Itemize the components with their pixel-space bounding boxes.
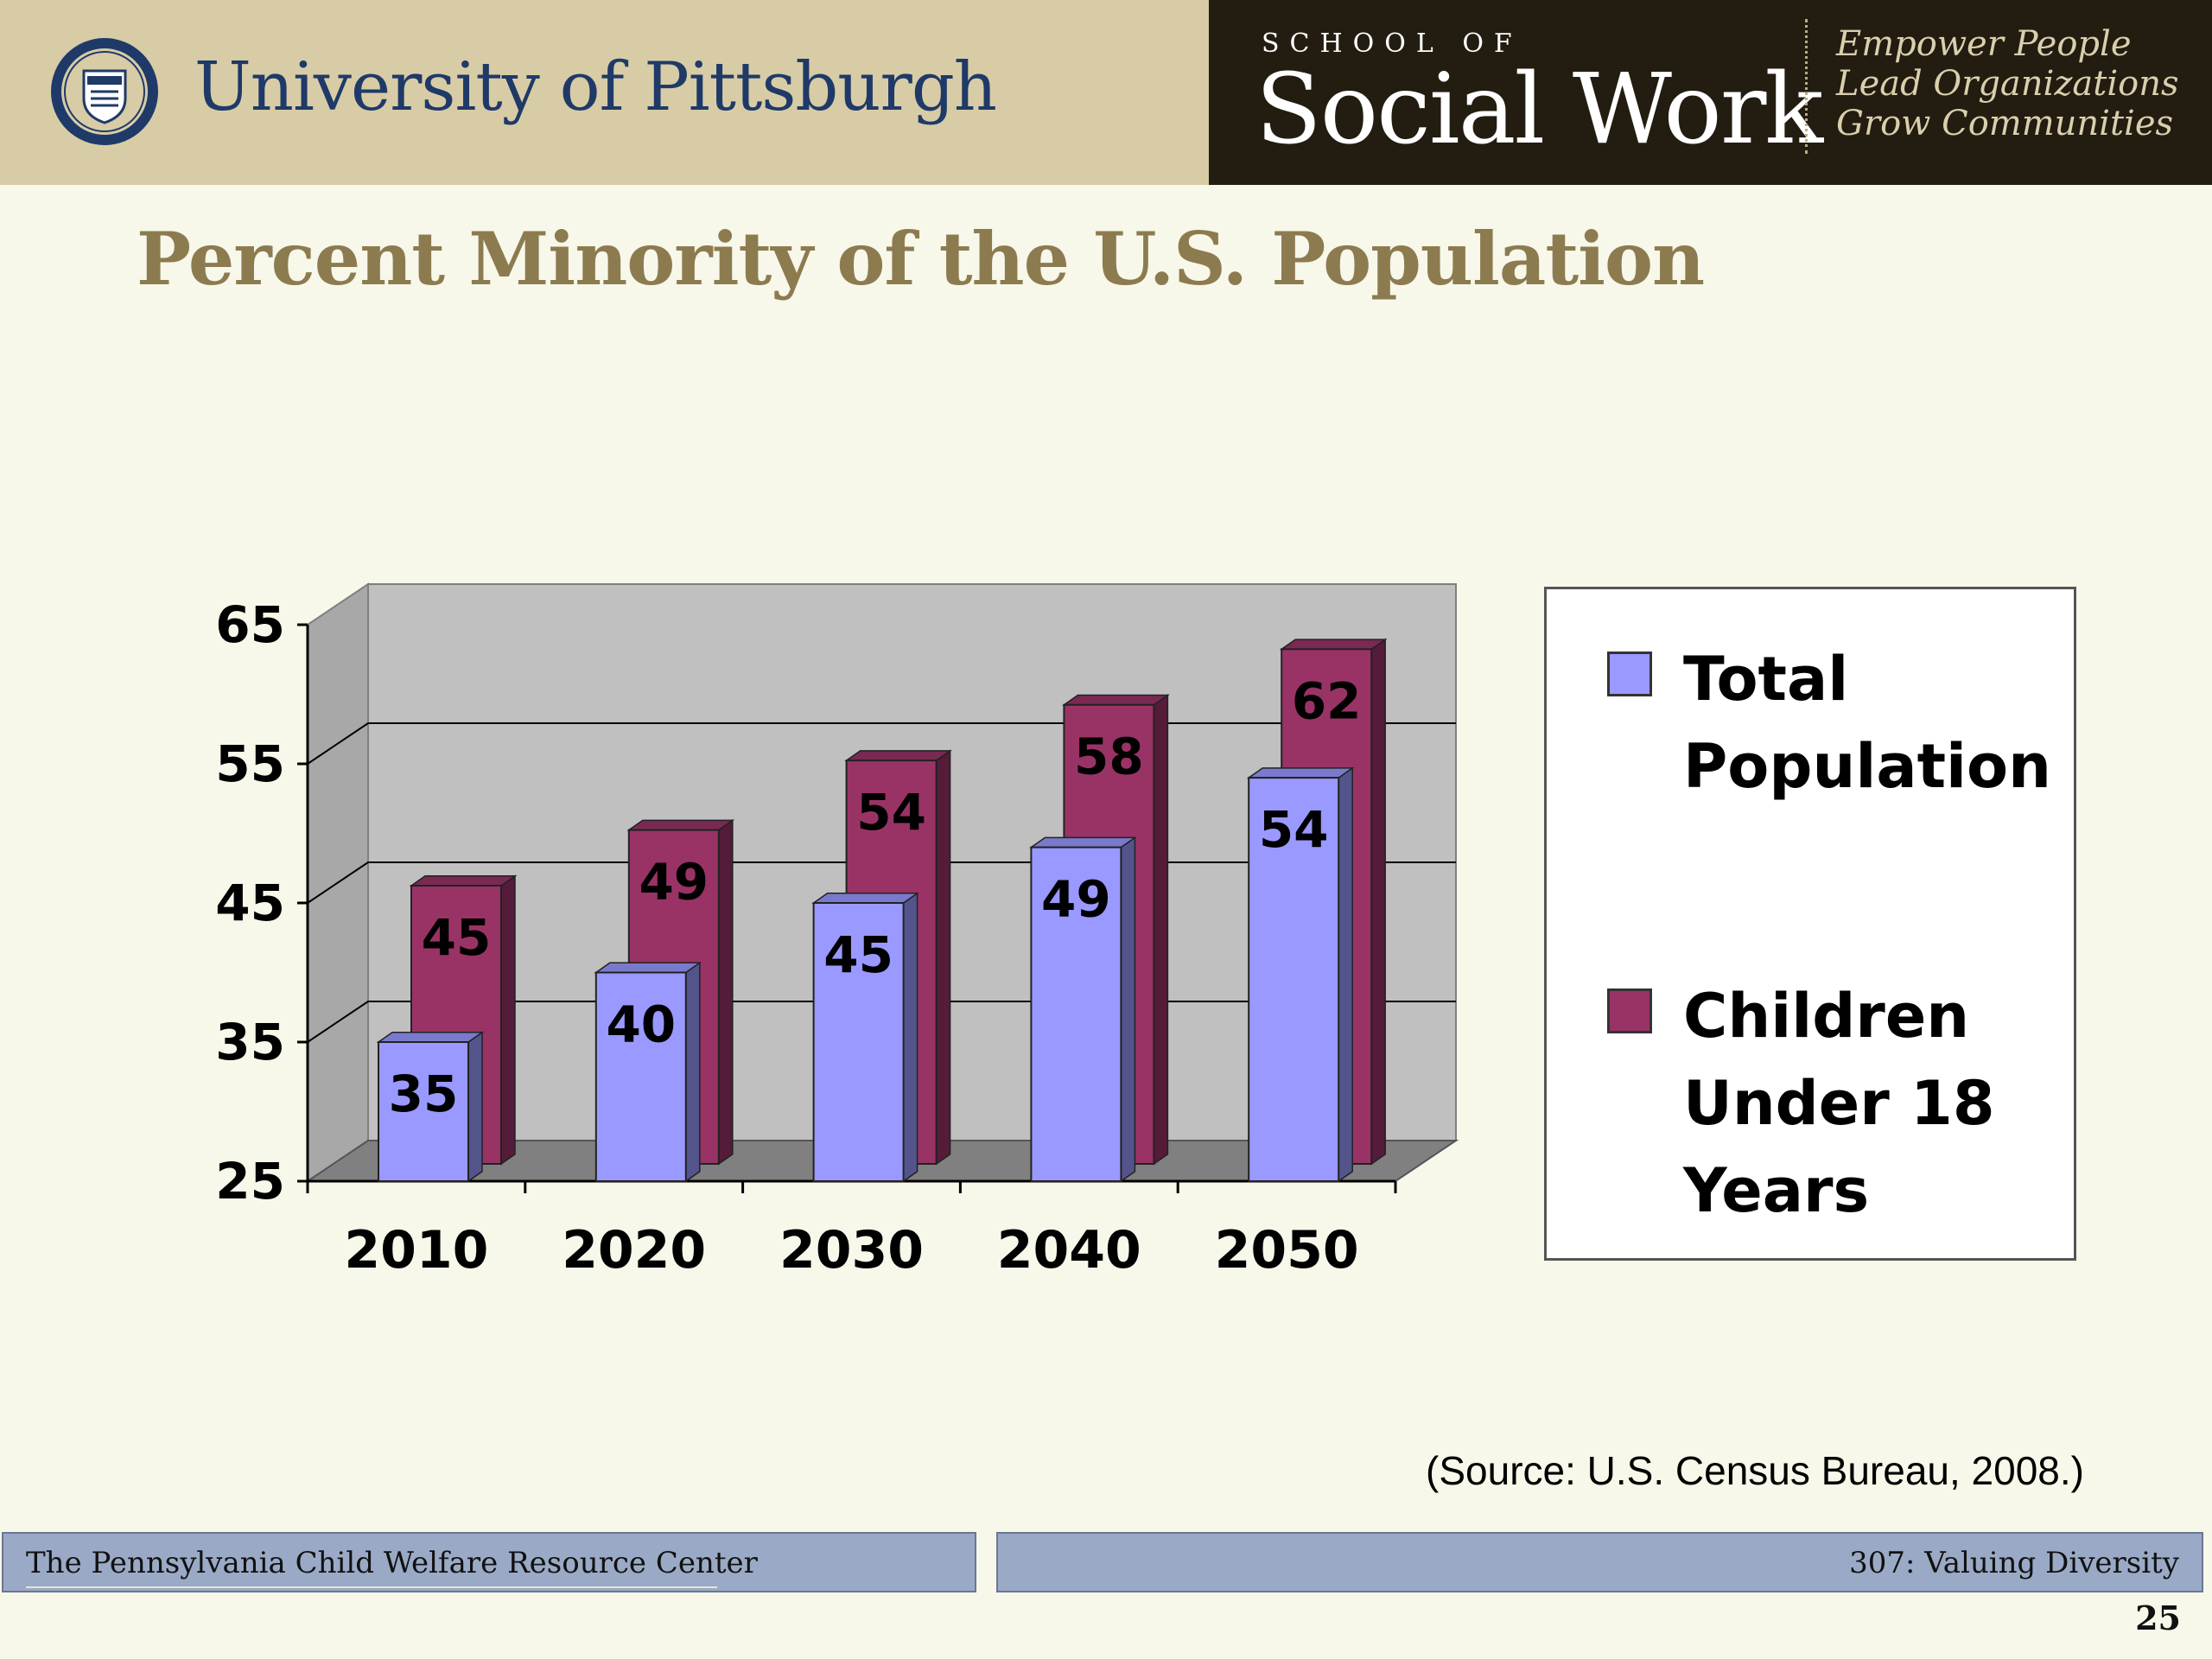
bar-total [1248, 777, 1340, 1182]
data-label-children: 49 [639, 853, 709, 912]
data-label-children: 54 [856, 783, 926, 842]
x-tick-label: 2030 [779, 1220, 924, 1281]
bar-children-side [718, 818, 734, 1166]
bar-children-top [409, 875, 518, 887]
bar-children-side [935, 749, 951, 1166]
y-tick-label: 45 [215, 874, 285, 932]
motto-line: Empower People [1836, 24, 2132, 64]
bar-total-side [467, 1031, 483, 1183]
data-label-total: 49 [1041, 870, 1111, 929]
bar-total [812, 902, 905, 1182]
bar-children-top [626, 819, 735, 831]
bar-total-side [685, 961, 701, 1183]
x-tick-label: 2010 [344, 1220, 488, 1281]
legend-label: Children Under 18 Years [1683, 981, 1995, 1226]
footer-right-bar: 307: Valuing Diversity [996, 1532, 2203, 1592]
bar-total-top [1029, 836, 1137, 849]
y-tick-label: 55 [215, 734, 285, 793]
bar-total [1030, 846, 1122, 1182]
bar-total-top [811, 893, 919, 904]
bar-total-side [1338, 766, 1353, 1183]
footer-underline [26, 1586, 717, 1588]
school-of-label: SCHOOL OF [1262, 29, 1522, 59]
university-seal-icon [51, 38, 158, 145]
data-label-total: 40 [606, 995, 676, 1054]
university-name: University of Pittsburgh [194, 48, 997, 126]
x-tick-label: 2040 [997, 1220, 1141, 1281]
motto-line: Lead Organizations [1836, 64, 2179, 104]
bar-total-side [902, 892, 918, 1183]
data-label-children: 58 [1074, 728, 1144, 786]
page-number: 25 [2135, 1599, 2181, 1637]
data-label-total: 45 [823, 925, 893, 984]
legend-swatch-total [1607, 652, 1652, 696]
data-label-children: 62 [1292, 671, 1362, 730]
bar-children-side [500, 874, 516, 1166]
header-right-panel [1209, 0, 2212, 185]
header-left-panel [0, 0, 1209, 185]
bar-children-side [1153, 694, 1169, 1166]
school-motto: Empower People Lead Organizations Grow C… [1836, 24, 2178, 143]
data-label-children: 45 [422, 908, 492, 967]
bar-total [594, 971, 687, 1182]
bar-children-top [844, 750, 952, 761]
bar-total-top [376, 1032, 485, 1043]
bar-total-top [1246, 767, 1355, 779]
bar-total-top [594, 962, 702, 974]
chart-legend: Total Population Children Under 18 Years [1544, 587, 2076, 1261]
header-divider [1805, 19, 1808, 154]
bar-children-top [1279, 639, 1388, 651]
bar-children-side [1370, 638, 1386, 1166]
x-tick-label: 2020 [562, 1220, 706, 1281]
bar-children-top [1062, 694, 1170, 706]
footer-organization: The Pennsylvania Child Welfare Resource … [26, 1546, 758, 1580]
source-note: (Source: U.S. Census Bureau, 2008.) [1426, 1448, 2084, 1493]
slide-title: Percent Minority of the U.S. Population [137, 216, 1705, 302]
y-tick-label: 35 [215, 1013, 285, 1071]
data-label-total: 35 [389, 1065, 459, 1123]
x-tick-label: 2050 [1215, 1220, 1359, 1281]
bar-total-side [1120, 836, 1136, 1183]
footer-course: 307: Valuing Diversity [1849, 1546, 2179, 1580]
legend-swatch-children [1607, 988, 1652, 1033]
school-name: Social Work [1255, 54, 1823, 166]
data-label-total: 54 [1259, 800, 1329, 859]
y-tick-label: 25 [215, 1152, 285, 1211]
footer-left-bar: The Pennsylvania Child Welfare Resource … [2, 1532, 976, 1592]
legend-label: Total Population [1683, 644, 2051, 802]
bar-total [378, 1041, 469, 1182]
motto-line: Grow Communities [1836, 104, 2174, 143]
y-tick-label: 65 [215, 595, 285, 654]
